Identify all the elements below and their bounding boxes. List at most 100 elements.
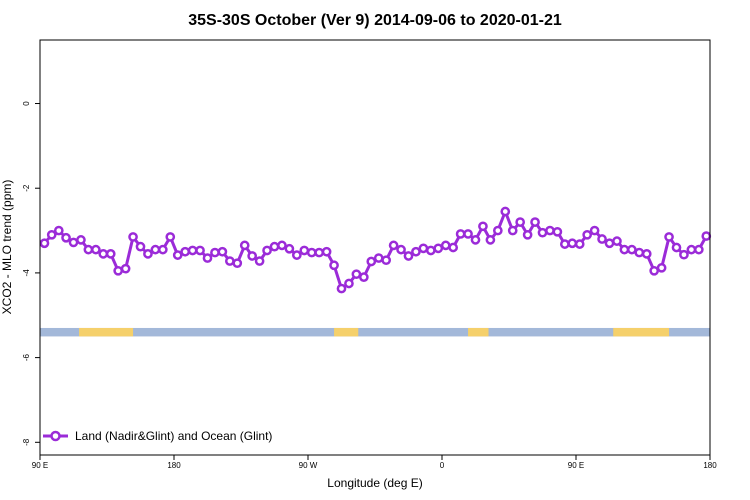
data-point bbox=[254, 256, 265, 266]
data-point bbox=[671, 242, 682, 253]
data-point bbox=[247, 251, 258, 261]
x-tick-label: 0 bbox=[440, 461, 445, 470]
x-tick-label: 180 bbox=[167, 461, 181, 470]
ocean-strip bbox=[40, 327, 710, 337]
data-point bbox=[649, 265, 660, 276]
data-point bbox=[68, 237, 79, 248]
x-axis: 90 E 180 90 W 0 90 E 180 bbox=[32, 455, 717, 470]
data-point bbox=[46, 229, 57, 240]
data-point bbox=[306, 247, 317, 258]
data-point bbox=[128, 232, 138, 242]
data-point bbox=[612, 236, 622, 246]
data-point bbox=[589, 225, 600, 236]
data-point bbox=[105, 249, 116, 259]
data-point bbox=[83, 244, 94, 255]
data-point bbox=[143, 249, 153, 259]
legend-marker bbox=[50, 430, 61, 442]
data-point bbox=[217, 246, 228, 257]
data-point bbox=[76, 235, 86, 245]
data-point bbox=[269, 241, 280, 252]
y-axis-label: XCO2 - MLO trend (ppm) bbox=[0, 180, 14, 315]
land-strip-segment bbox=[334, 327, 359, 337]
data-point bbox=[210, 247, 220, 258]
data-point bbox=[165, 232, 176, 242]
legend: Land (Nadir&Glint) and Ocean (Glint) bbox=[43, 429, 272, 443]
data-point bbox=[545, 225, 555, 236]
data-point bbox=[425, 245, 436, 256]
land-strip-segment bbox=[468, 327, 489, 337]
data-point bbox=[411, 246, 421, 257]
chart-title: 35S-30S October (Ver 9) 2014-09-06 to 20… bbox=[188, 12, 562, 29]
data-point bbox=[448, 242, 459, 253]
data-point bbox=[381, 255, 392, 266]
x-axis-label: Longitude (deg E) bbox=[327, 476, 422, 490]
data-point bbox=[559, 239, 570, 249]
data-point bbox=[530, 217, 540, 227]
plot-area bbox=[39, 206, 712, 337]
data-point bbox=[351, 269, 362, 280]
data-point bbox=[604, 238, 615, 249]
data-point bbox=[463, 229, 473, 239]
data-point bbox=[507, 225, 518, 236]
data-point bbox=[358, 272, 369, 282]
data-point bbox=[373, 253, 384, 263]
land-strip-segment bbox=[613, 327, 670, 337]
data-point bbox=[98, 249, 109, 259]
data-point bbox=[470, 235, 481, 245]
x-tick-label: 90 E bbox=[568, 461, 584, 470]
data-point bbox=[485, 235, 496, 245]
y-tick-label: -2 bbox=[22, 184, 31, 192]
data-point bbox=[656, 262, 667, 273]
data-point bbox=[388, 240, 399, 251]
data-point bbox=[277, 240, 287, 251]
data-point bbox=[314, 247, 325, 258]
data-point bbox=[195, 245, 205, 256]
x-tick-label: 180 bbox=[703, 461, 717, 470]
data-point bbox=[679, 249, 689, 260]
data-point bbox=[135, 241, 146, 252]
plot-frame bbox=[39, 39, 711, 456]
data-point bbox=[202, 253, 213, 263]
x-tick-label: 90 W bbox=[299, 461, 318, 470]
x-tick-label: 90 E bbox=[32, 461, 48, 470]
data-point bbox=[299, 245, 310, 256]
data-point bbox=[492, 225, 503, 236]
data-point bbox=[440, 240, 451, 251]
data-point bbox=[619, 244, 630, 255]
data-point bbox=[232, 258, 243, 269]
data-point bbox=[582, 229, 593, 240]
data-point bbox=[53, 225, 64, 236]
data-point bbox=[157, 244, 168, 255]
data-point bbox=[701, 231, 712, 241]
data-point bbox=[180, 246, 191, 257]
data-point bbox=[515, 217, 526, 227]
data-point bbox=[61, 232, 71, 243]
data-point bbox=[522, 229, 533, 240]
data-point bbox=[90, 244, 101, 255]
data-point bbox=[284, 243, 295, 254]
data-point bbox=[366, 256, 377, 267]
y-tick-label: -4 bbox=[22, 269, 31, 277]
y-tick-label: -6 bbox=[22, 354, 31, 362]
data-point bbox=[344, 278, 354, 289]
y-tick-label: -8 bbox=[22, 438, 31, 446]
data-point bbox=[693, 244, 704, 255]
data-point bbox=[664, 232, 674, 242]
data-point bbox=[641, 249, 652, 259]
data-point bbox=[239, 240, 250, 251]
data-point bbox=[321, 246, 332, 257]
data-point bbox=[455, 229, 466, 239]
data-point bbox=[626, 244, 637, 255]
y-axis: 0 -2 -4 -6 -8 bbox=[22, 101, 40, 446]
data-point bbox=[113, 265, 124, 276]
y-tick-label: 0 bbox=[22, 101, 31, 106]
data-point bbox=[224, 256, 235, 266]
data-point bbox=[329, 260, 339, 271]
data-point bbox=[597, 234, 607, 244]
data-point bbox=[396, 244, 406, 255]
data-point bbox=[567, 238, 578, 249]
data-point bbox=[500, 206, 511, 217]
data-point bbox=[120, 263, 131, 274]
data-point bbox=[403, 251, 414, 261]
